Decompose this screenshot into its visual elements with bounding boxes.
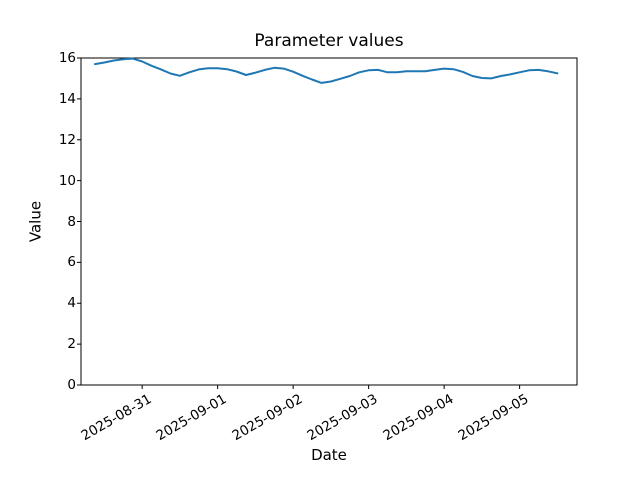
data-line (94, 57, 559, 84)
axes-frame (80, 57, 578, 386)
y-axis-label: Value (26, 200, 45, 243)
y-tick-label: 12 (58, 131, 76, 148)
y-tick-label: 8 (67, 213, 76, 230)
y-tick-label: 14 (58, 90, 76, 107)
y-tick-label: 2 (67, 336, 76, 353)
chart-title: Parameter values (254, 31, 404, 51)
y-tick-label: 10 (58, 172, 76, 189)
y-tick-label: 0 (67, 377, 76, 393)
y-tick-label: 16 (58, 50, 76, 66)
x-axis-label: Date (311, 446, 347, 464)
y-tick-label: 4 (67, 295, 76, 312)
y-tick-label: 6 (67, 254, 76, 271)
